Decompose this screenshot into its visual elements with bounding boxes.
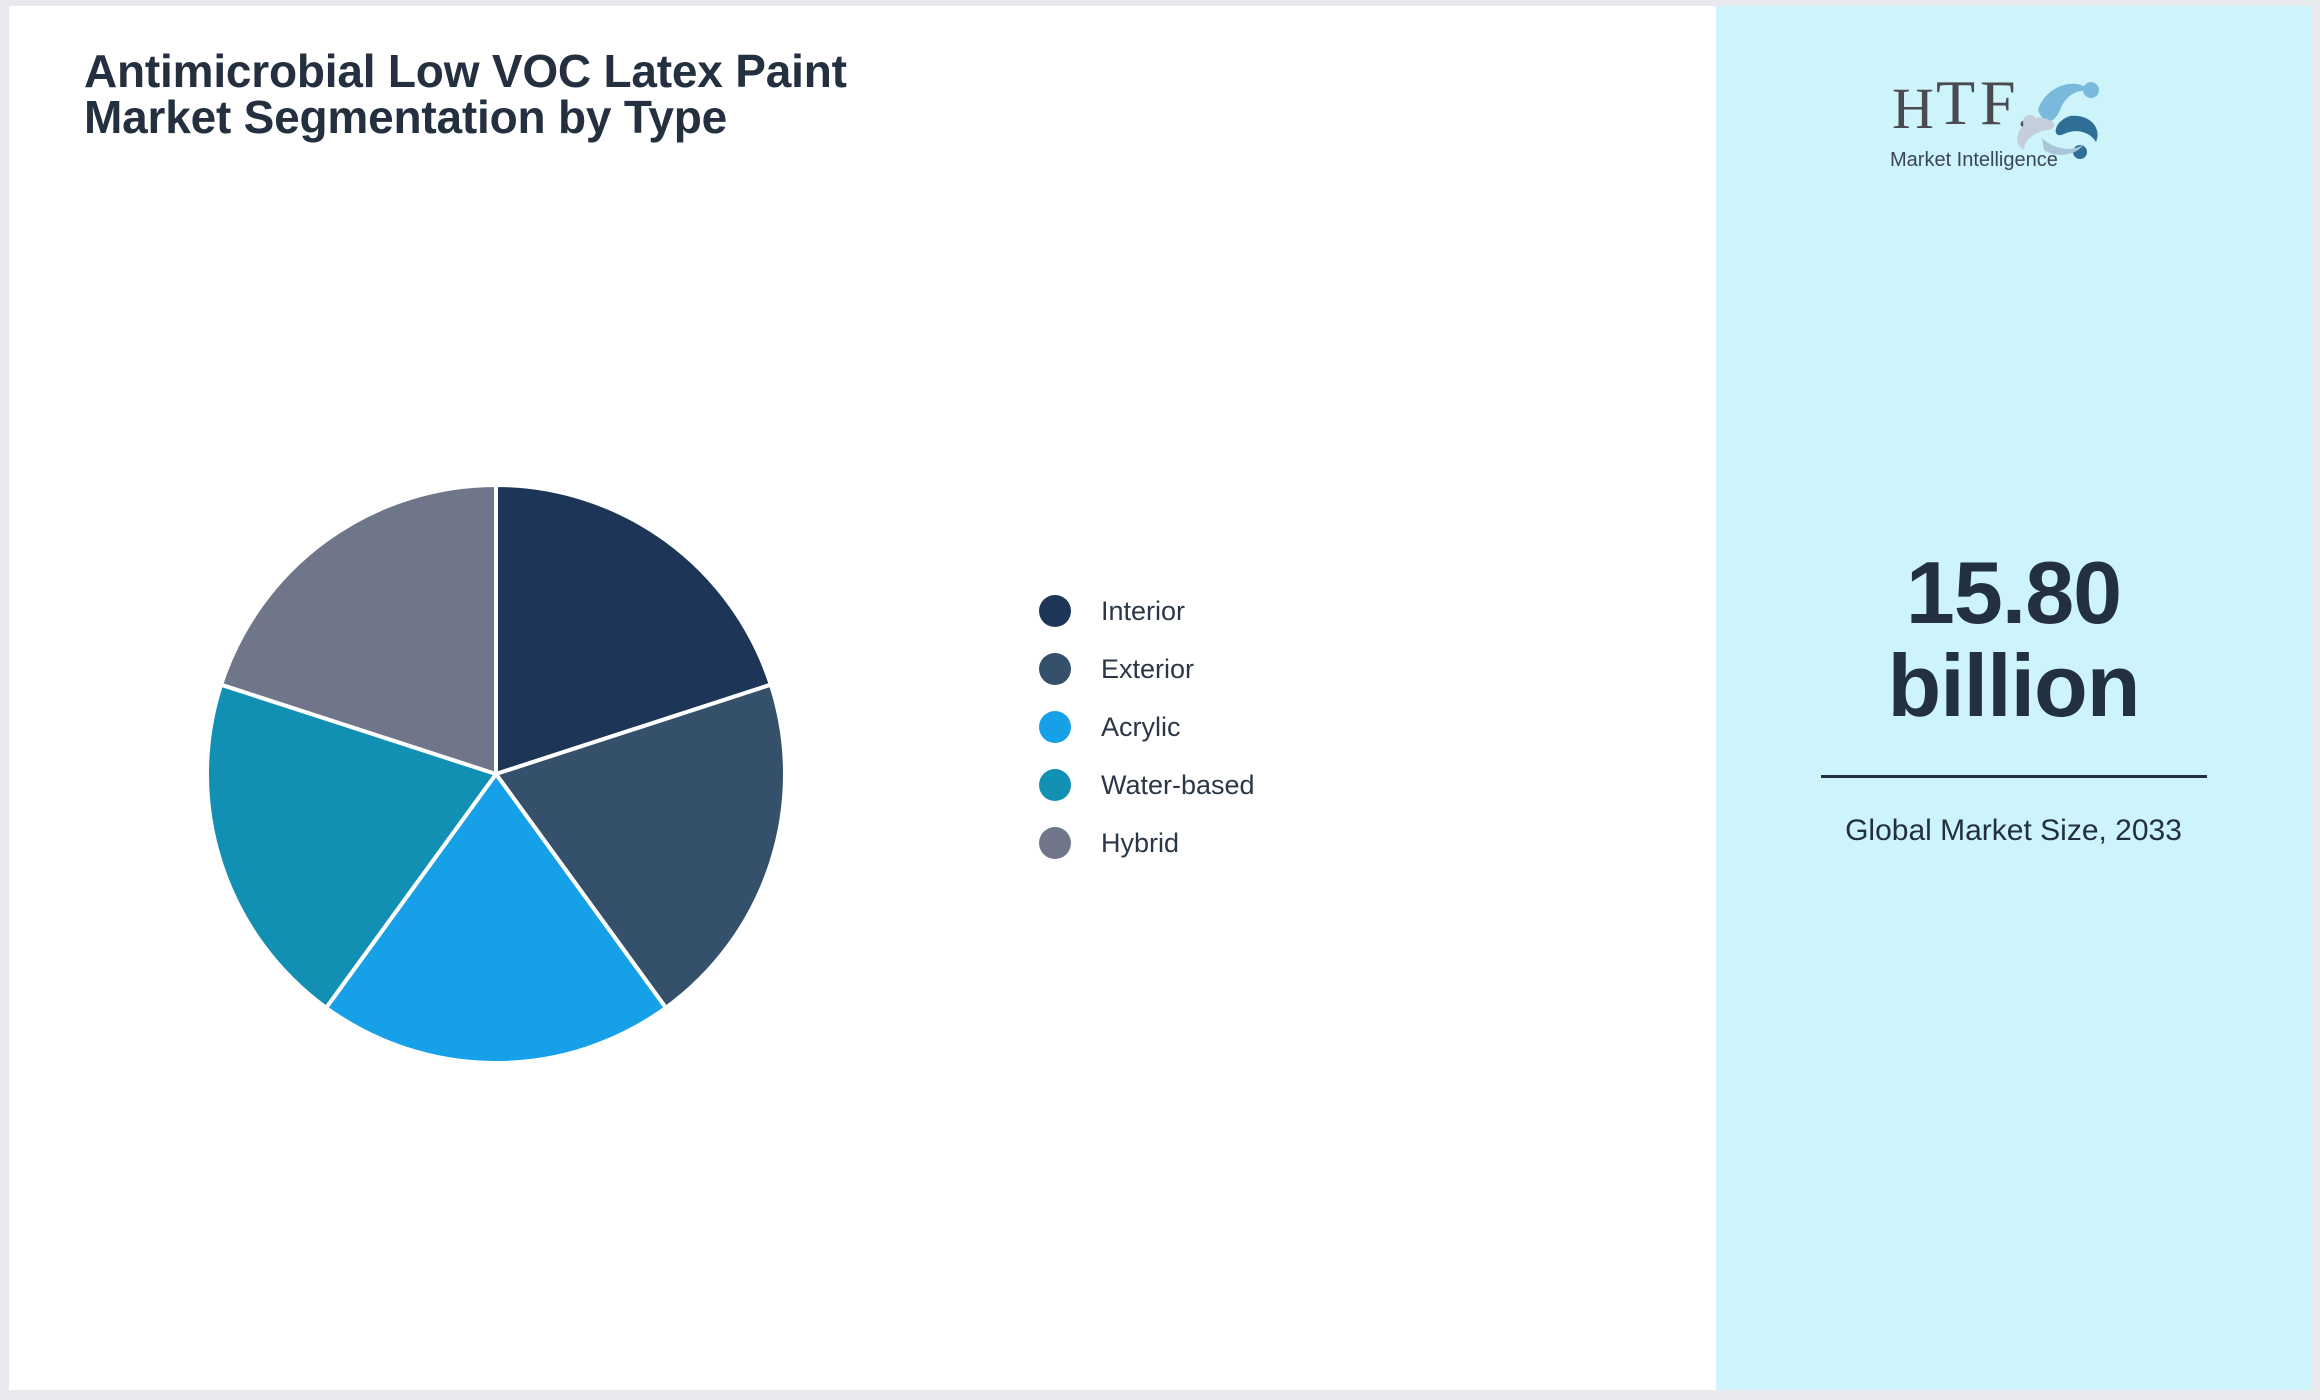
- pie-slice[interactable]: [494, 483, 773, 776]
- legend-label: Acrylic: [1101, 711, 1181, 742]
- logo-wordmark-text: F: [1980, 67, 2016, 138]
- logo-svg: H T F Market Intelligence: [1890, 67, 2099, 171]
- logo-wordmark-text: H: [1892, 76, 1934, 141]
- legend-label: Water-based: [1101, 769, 1255, 800]
- logo-wordmark-text: T: [1936, 67, 1975, 138]
- legend-label: Interior: [1101, 595, 1186, 626]
- pie-slice[interactable]: [494, 682, 787, 1010]
- legend-swatch-icon: [1039, 711, 1071, 743]
- legend-item-exterior[interactable]: Exterior: [1039, 652, 1255, 686]
- legend-swatch-icon: [1039, 653, 1071, 685]
- legend-item-interior[interactable]: Interior: [1039, 594, 1255, 628]
- infographic-card: Antimicrobial Low VOC Latex Paint Market…: [9, 6, 2311, 1390]
- stat-panel: H T F Market Intelligence 15.80 billi: [1716, 6, 2311, 1390]
- page-title: Antimicrobial Low VOC Latex Paint Market…: [84, 45, 847, 143]
- pie-chart: [205, 483, 787, 1065]
- stat-value: 15.80 billion: [1887, 543, 2140, 736]
- swirl-emblem-icon: [2016, 82, 2099, 159]
- chart-legend: Interior Exterior Acrylic Water-based Hy…: [1039, 594, 1255, 860]
- pie-slice[interactable]: [324, 772, 668, 1065]
- pie-chart-svg: [205, 483, 787, 1065]
- logo-tagline-text: Market Intelligence: [1890, 149, 2058, 171]
- legend-swatch-icon: [1039, 595, 1071, 627]
- stat-block: 15.80 billion Global Market Size, 2033: [1804, 546, 2224, 850]
- legend-item-hybrid[interactable]: Hybrid: [1039, 826, 1255, 860]
- pie-slice[interactable]: [219, 483, 498, 776]
- pie-slice[interactable]: [205, 682, 498, 1010]
- legend-label: Exterior: [1101, 653, 1195, 684]
- legend-label: Hybrid: [1101, 827, 1180, 858]
- stat-divider: [1820, 774, 2207, 778]
- pie-slice-group: [205, 483, 787, 1065]
- legend-item-water-based[interactable]: Water-based: [1039, 768, 1255, 802]
- legend-swatch-icon: [1039, 827, 1071, 859]
- stat-caption: Global Market Size, 2033: [1845, 813, 2182, 847]
- legend-item-acrylic[interactable]: Acrylic: [1039, 710, 1255, 744]
- legend-swatch-icon: [1039, 769, 1071, 801]
- htf-market-intelligence-logo[interactable]: H T F Market Intelligence: [1884, 66, 2144, 176]
- chart-panel: Antimicrobial Low VOC Latex Paint Market…: [9, 6, 1716, 1390]
